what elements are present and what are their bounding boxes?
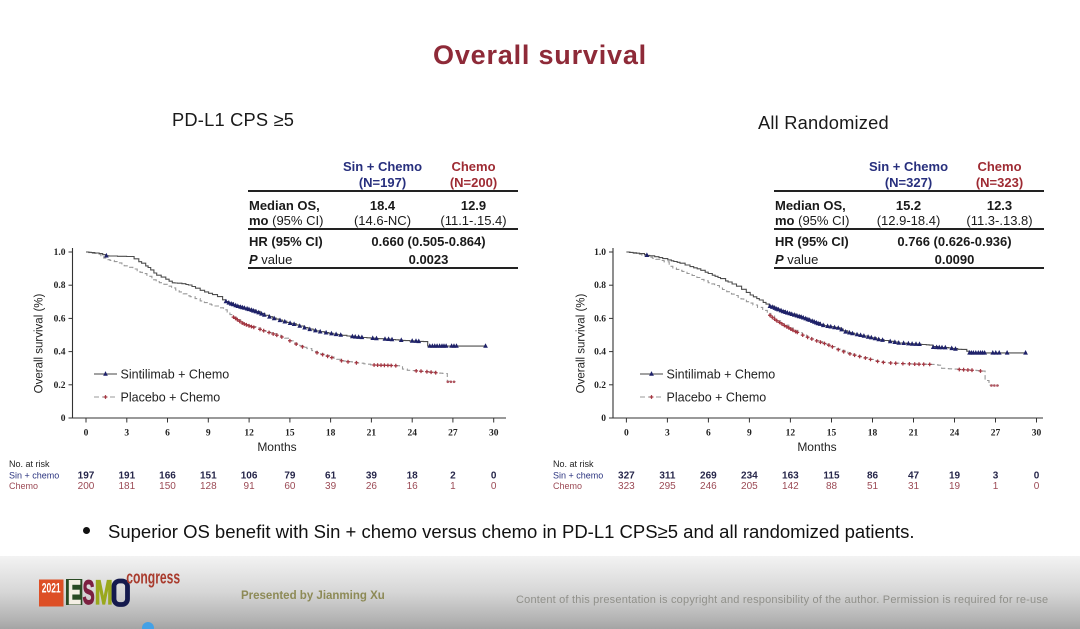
svg-text:151: 151 bbox=[200, 471, 217, 482]
svg-text:197: 197 bbox=[78, 471, 95, 482]
svg-text:166: 166 bbox=[159, 471, 176, 482]
svg-text:24: 24 bbox=[407, 429, 417, 439]
svg-text:31: 31 bbox=[908, 481, 920, 492]
svg-text:Chemo: Chemo bbox=[553, 481, 582, 491]
svg-text:79: 79 bbox=[284, 471, 296, 482]
svg-text:3: 3 bbox=[124, 429, 129, 439]
svg-text:Sin + chemo: Sin + chemo bbox=[553, 471, 603, 481]
svg-text:19: 19 bbox=[949, 471, 961, 482]
svg-text:0: 0 bbox=[601, 414, 606, 424]
svg-text:9: 9 bbox=[747, 429, 752, 439]
svg-text:61: 61 bbox=[325, 471, 337, 482]
svg-text:39: 39 bbox=[325, 481, 337, 492]
svg-text:30: 30 bbox=[489, 429, 499, 439]
svg-text:1: 1 bbox=[450, 481, 456, 492]
svg-text:88: 88 bbox=[826, 481, 838, 492]
svg-text:No. at risk: No. at risk bbox=[553, 459, 594, 469]
svg-text:15: 15 bbox=[285, 429, 295, 439]
svg-text:No. at risk: No. at risk bbox=[9, 459, 50, 469]
svg-text:Sintilimab + Chemo: Sintilimab + Chemo bbox=[667, 368, 776, 382]
svg-text:0: 0 bbox=[624, 429, 629, 439]
svg-text:0.6: 0.6 bbox=[594, 314, 606, 324]
svg-text:128: 128 bbox=[200, 481, 217, 492]
svg-text:295: 295 bbox=[659, 481, 676, 492]
svg-text:24: 24 bbox=[950, 429, 960, 439]
svg-text:91: 91 bbox=[244, 481, 256, 492]
svg-text:0: 0 bbox=[491, 471, 497, 482]
svg-text:Overall survival (%): Overall survival (%) bbox=[34, 293, 46, 393]
svg-text:Overall survival (%): Overall survival (%) bbox=[576, 293, 588, 393]
svg-text:21: 21 bbox=[367, 429, 377, 439]
svg-text:0: 0 bbox=[61, 414, 66, 424]
svg-text:1.0: 1.0 bbox=[54, 248, 66, 258]
svg-text:6: 6 bbox=[706, 429, 711, 439]
svg-text:150: 150 bbox=[159, 481, 176, 492]
svg-text:39: 39 bbox=[366, 471, 378, 482]
svg-text:Months: Months bbox=[257, 440, 296, 454]
svg-text:Placebo + Chemo: Placebo + Chemo bbox=[667, 391, 767, 405]
svg-text:142: 142 bbox=[782, 481, 799, 492]
svg-text:0: 0 bbox=[491, 481, 497, 492]
svg-text:9: 9 bbox=[206, 429, 211, 439]
svg-text:3: 3 bbox=[665, 429, 670, 439]
svg-text:0.4: 0.4 bbox=[594, 348, 606, 358]
svg-text:26: 26 bbox=[366, 481, 378, 492]
svg-text:269: 269 bbox=[700, 471, 717, 482]
svg-text:115: 115 bbox=[823, 471, 840, 482]
svg-text:6: 6 bbox=[165, 429, 170, 439]
svg-text:S: S bbox=[83, 574, 95, 612]
svg-text:234: 234 bbox=[741, 471, 758, 482]
svg-text:15: 15 bbox=[827, 429, 837, 439]
svg-text:Placebo + Chemo: Placebo + Chemo bbox=[121, 391, 221, 405]
svg-text:M: M bbox=[95, 574, 113, 612]
svg-text:Sin + chemo: Sin + chemo bbox=[9, 471, 59, 481]
svg-text:Chemo: Chemo bbox=[9, 481, 38, 491]
svg-text:51: 51 bbox=[867, 481, 879, 492]
svg-text:323: 323 bbox=[618, 481, 635, 492]
svg-text:1: 1 bbox=[993, 481, 999, 492]
svg-text:191: 191 bbox=[118, 471, 135, 482]
svg-text:0.2: 0.2 bbox=[594, 381, 606, 391]
svg-text:246: 246 bbox=[700, 481, 717, 492]
svg-text:327: 327 bbox=[618, 471, 635, 482]
svg-text:30: 30 bbox=[1032, 429, 1042, 439]
svg-text:200: 200 bbox=[78, 481, 95, 492]
svg-text:0: 0 bbox=[84, 429, 89, 439]
svg-text:0.8: 0.8 bbox=[594, 281, 606, 291]
svg-text:3: 3 bbox=[993, 471, 999, 482]
svg-text:27: 27 bbox=[448, 429, 458, 439]
svg-text:27: 27 bbox=[991, 429, 1001, 439]
svg-text:1.0: 1.0 bbox=[594, 248, 606, 258]
svg-text:18: 18 bbox=[326, 429, 336, 439]
svg-text:0.2: 0.2 bbox=[54, 381, 66, 391]
svg-text:0.8: 0.8 bbox=[54, 281, 66, 291]
svg-text:Sintilimab + Chemo: Sintilimab + Chemo bbox=[121, 368, 230, 382]
svg-text:2: 2 bbox=[450, 471, 456, 482]
svg-text:181: 181 bbox=[118, 481, 135, 492]
svg-text:86: 86 bbox=[867, 471, 879, 482]
svg-text:311: 311 bbox=[659, 471, 676, 482]
svg-text:12: 12 bbox=[244, 429, 254, 439]
svg-text:2021: 2021 bbox=[42, 579, 61, 595]
svg-text:16: 16 bbox=[407, 481, 419, 492]
svg-text:0: 0 bbox=[1034, 481, 1040, 492]
svg-text:12: 12 bbox=[786, 429, 796, 439]
svg-text:0.4: 0.4 bbox=[54, 348, 66, 358]
svg-text:163: 163 bbox=[782, 471, 799, 482]
svg-text:60: 60 bbox=[284, 481, 296, 492]
svg-text:E: E bbox=[68, 574, 82, 612]
svg-text:0: 0 bbox=[1034, 471, 1040, 482]
svg-text:47: 47 bbox=[908, 471, 920, 482]
svg-text:106: 106 bbox=[241, 471, 258, 482]
svg-text:0.6: 0.6 bbox=[54, 314, 66, 324]
svg-text:19: 19 bbox=[949, 481, 961, 492]
svg-text:congress: congress bbox=[126, 567, 180, 587]
svg-text:205: 205 bbox=[741, 481, 758, 492]
svg-text:21: 21 bbox=[909, 429, 919, 439]
svg-text:18: 18 bbox=[868, 429, 878, 439]
svg-text:18: 18 bbox=[407, 471, 419, 482]
svg-text:Months: Months bbox=[797, 440, 836, 454]
